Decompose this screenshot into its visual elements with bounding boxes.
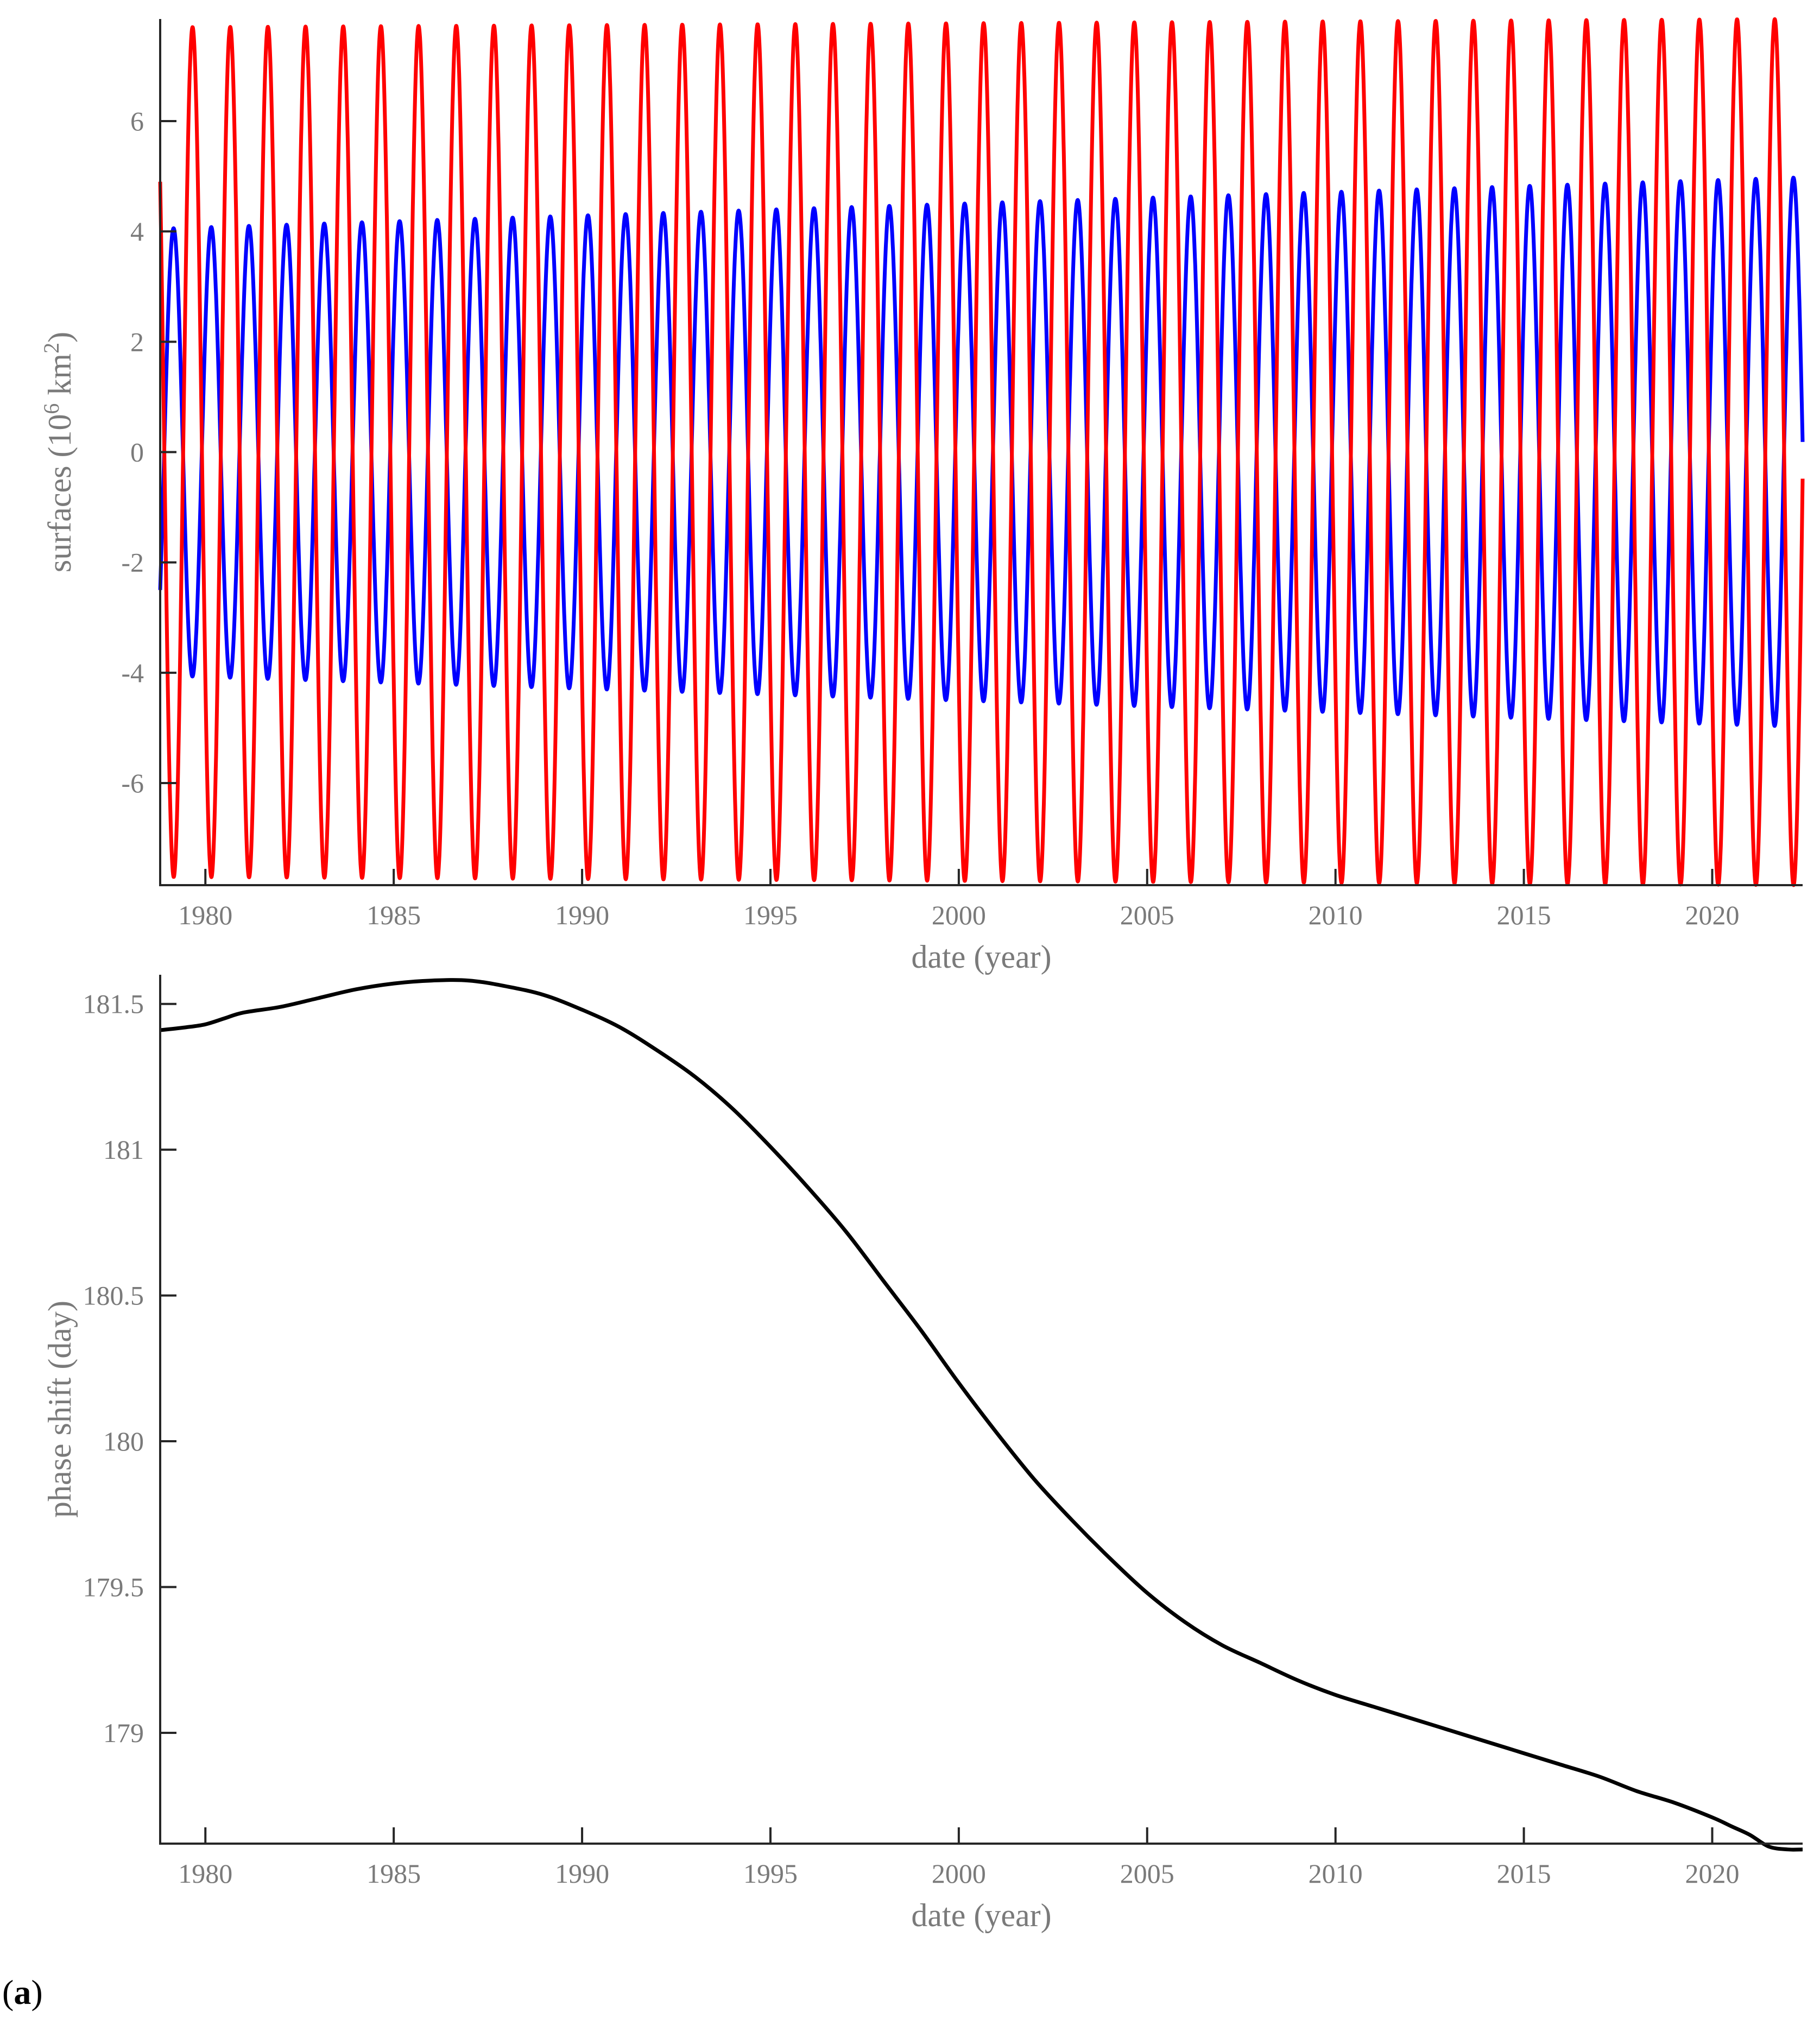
x-tick-label: 2020: [1685, 900, 1739, 930]
x-tick-label: 2000: [932, 1858, 986, 1889]
x-tick-label: 2010: [1309, 900, 1363, 930]
series-line-blue: [158, 175, 1805, 728]
series-line-red: [158, 17, 1805, 887]
y-tick-label: -2: [121, 547, 144, 578]
phase-shift-y-ticks: 179 179.5 180 180.5 181 181.5: [83, 989, 176, 1748]
y-tick-label: 179.5: [83, 1572, 144, 1603]
x-tick-label: 2005: [1120, 900, 1174, 930]
surfaces-y-ticks: -6 -4 -2 0 2 4 6: [121, 106, 176, 798]
y-tick-label: 0: [130, 437, 144, 468]
y-tick-label: 4: [130, 216, 144, 247]
x-tick-label: 1980: [178, 900, 232, 930]
y-tick-label: 180: [103, 1426, 144, 1456]
surfaces-lines: [158, 17, 1805, 887]
phase-shift-lines: [160, 978, 1803, 1852]
surfaces-x-ticks: 1980 1985 1990 1995 2000 2005 2010 2015 2020: [178, 869, 1739, 930]
y-tick-label: -6: [121, 768, 144, 798]
x-tick-label: 1995: [743, 1858, 798, 1889]
phase-shift-x-ticks: 1980 1985 1990 1995 2000 2005 2010 2015 2020: [178, 1827, 1739, 1889]
y-tick-label: 6: [130, 106, 144, 136]
x-tick-label: 2010: [1309, 1858, 1363, 1889]
phase-shift-plot: 1980 1985 1990 1995 2000 2005 2010 2015 2020 179…: [42, 975, 1803, 1933]
figure-panel-label: (a): [2, 1973, 43, 2011]
surfaces-plot: 1980 1985 1990 1995 2000 2005 2010 2015 2020 -6-…: [39, 17, 1805, 975]
y-tick-label: -4: [121, 658, 144, 688]
y-tick-label: 2: [130, 326, 144, 357]
phase-shift-y-axis-label: phase shift (day): [42, 1301, 78, 1518]
x-tick-label: 2005: [1120, 1858, 1174, 1889]
x-tick-label: 1990: [555, 900, 609, 930]
surfaces-x-axis-label: date (year): [911, 939, 1051, 975]
x-tick-label: 2020: [1685, 1858, 1739, 1889]
y-tick-label: 181.5: [83, 989, 144, 1019]
phase-shift-axes-frame: [159, 975, 1803, 1845]
x-tick-label: 1995: [743, 900, 798, 930]
x-tick-label: 2015: [1497, 1858, 1551, 1889]
y-tick-label: 181: [103, 1134, 144, 1165]
x-tick-label: 1990: [555, 1858, 609, 1889]
x-tick-label: 2015: [1497, 900, 1551, 930]
x-tick-label: 1985: [366, 1858, 421, 1889]
surfaces-y-axis-label: surfaces (106 km2): [39, 332, 78, 572]
y-tick-label: 179: [103, 1718, 144, 1748]
phase-shift-x-axis-label: date (year): [911, 1897, 1051, 1933]
x-tick-label: 1985: [366, 900, 421, 930]
surfaces-axes-frame: [159, 19, 1803, 886]
y-tick-label: 180.5: [83, 1280, 144, 1311]
series-line-phase-shift: [160, 978, 1803, 1852]
x-tick-label: 1980: [178, 1858, 232, 1889]
x-tick-label: 2000: [932, 900, 986, 930]
